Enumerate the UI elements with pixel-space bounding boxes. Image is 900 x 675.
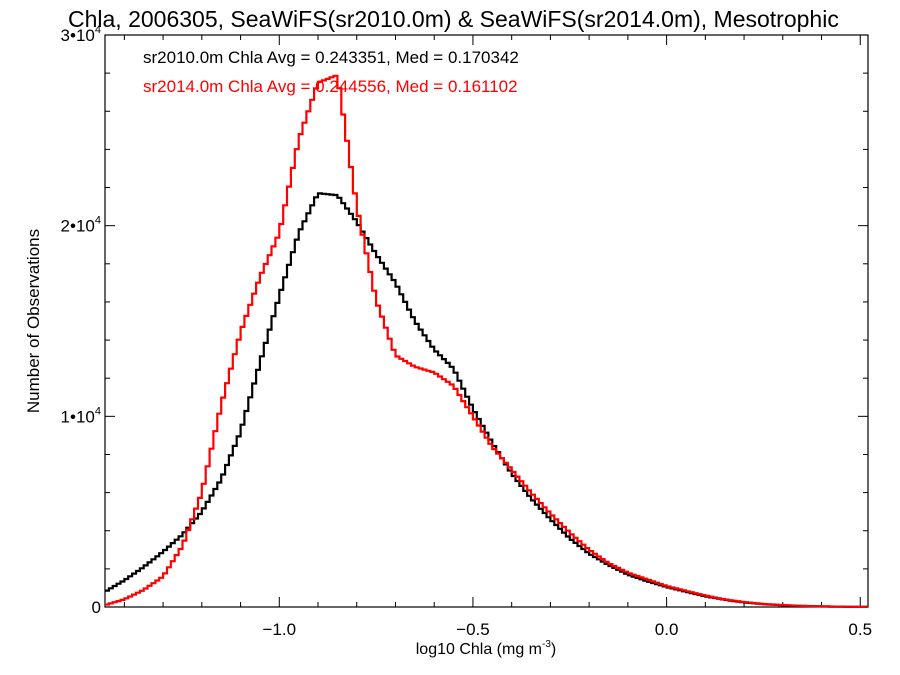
annotation-sr2014: sr2014.0m Chla Avg = 0.244556, Med = 0.1…: [143, 77, 518, 96]
y-tick-label-3: 3•104: [61, 24, 101, 45]
x-axis-label-main: log10 Chla (mg m: [416, 641, 542, 658]
x-axis-label-exponent: -3: [542, 639, 551, 650]
y-axis-label: Number of Observations: [24, 229, 43, 413]
x-axis-label: log10 Chla (mg m-3): [416, 639, 557, 658]
ticks-layer: −1.0 −0.5 0.0 0.5 0 1•104 2•104 3•104: [61, 24, 873, 639]
chart-title: Chla, 2006305, SeaWiFS(sr2010.0m) & SeaW…: [68, 6, 839, 32]
x-tick-label-3: 0.5: [848, 620, 872, 639]
x-tick-label-0: −1.0: [263, 620, 297, 639]
y-tick-label-2: 2•104: [61, 215, 101, 236]
plot-frame: [104, 34, 869, 608]
series-layer: [105, 74, 868, 608]
annotation-sr2010: sr2010.0m Chla Avg = 0.243351, Med = 0.1…: [143, 48, 519, 67]
series-line-1: [105, 74, 868, 608]
y-tick-label-0: 0: [92, 598, 101, 617]
x-tick-label-2: 0.0: [655, 620, 679, 639]
x-axis-label-close: ): [551, 641, 556, 658]
x-tick-label-1: −0.5: [456, 620, 490, 639]
y-tick-label-1: 1•104: [61, 405, 101, 426]
